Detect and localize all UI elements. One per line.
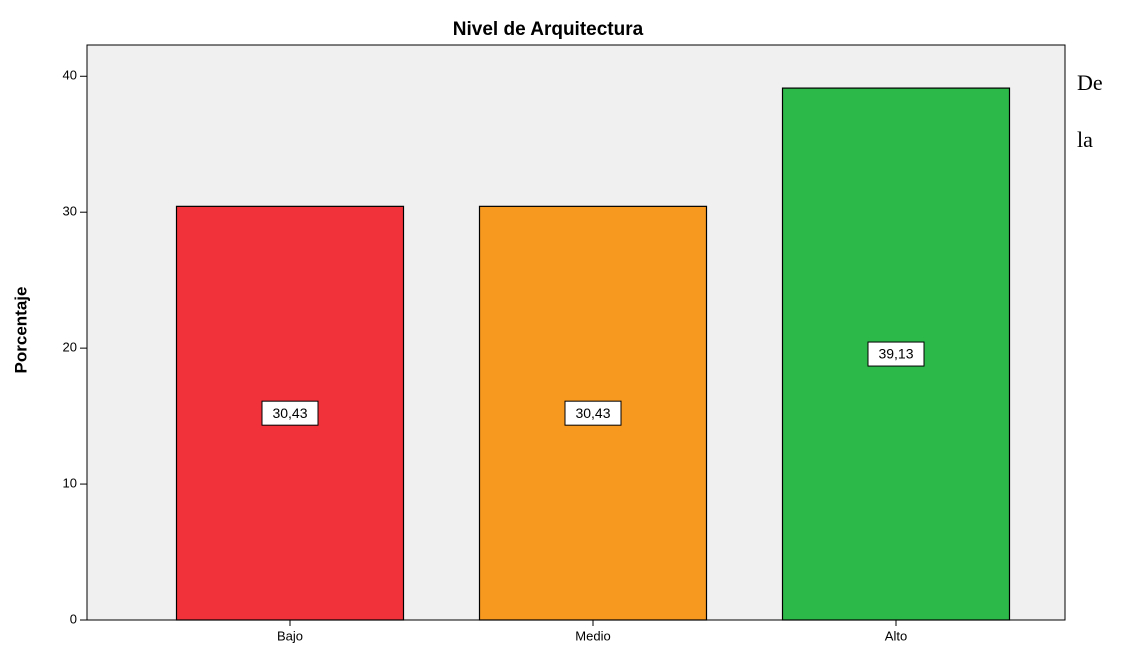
y-tick-label: 30	[63, 204, 77, 219]
y-tick-label: 20	[63, 340, 77, 355]
y-tick-label: 10	[63, 476, 77, 491]
value-label-box	[867, 341, 925, 367]
value-label: 30,43	[575, 405, 610, 421]
y-tick-label: 40	[63, 68, 77, 83]
y-tick-label: 0	[70, 611, 77, 626]
chart-title: Nivel de Arquitectura	[453, 19, 644, 40]
side-text: De	[1077, 70, 1103, 95]
side-text: la	[1077, 127, 1093, 152]
value-label-box	[564, 400, 622, 426]
x-tick-label: Alto	[885, 628, 907, 643]
value-label: 39,13	[878, 346, 913, 362]
chart: Nivel de Arquitectura Porcentaje 0 10 20 30…	[11, 19, 1066, 643]
y-axis-label: Porcentaje	[11, 287, 30, 374]
value-label-box	[261, 400, 319, 426]
value-label: 30,43	[272, 405, 307, 421]
x-tick-label: Bajo	[277, 628, 303, 643]
x-tick-label: Medio	[575, 628, 610, 643]
